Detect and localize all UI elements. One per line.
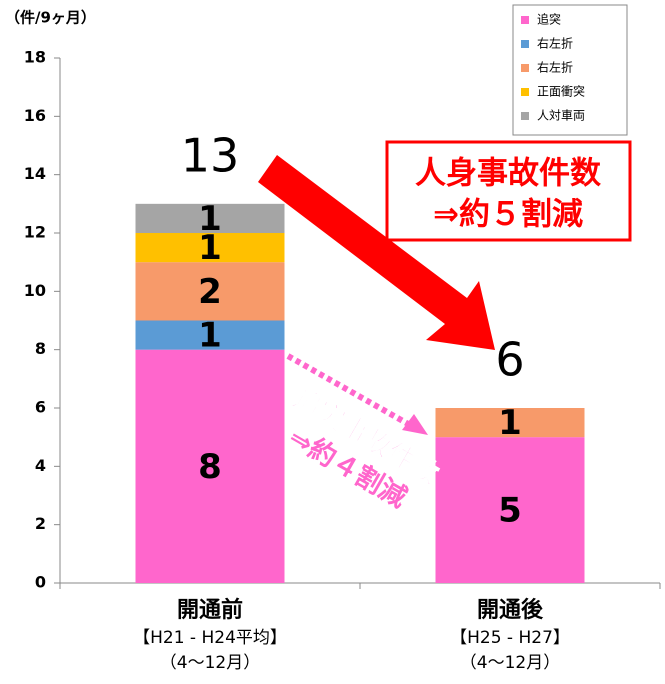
category-months: （4〜12月）: [460, 653, 560, 673]
legend-box: [512, 4, 628, 136]
legend-swatch: [521, 112, 529, 120]
total-arrow: [258, 155, 495, 350]
segment-label: 1: [198, 228, 222, 268]
legend-swatch: [521, 64, 529, 72]
y-tick-label: 16: [24, 106, 46, 125]
rear-annotation: 追突事故件数 ⇒約４割減: [283, 382, 445, 515]
legend-swatch: [521, 40, 529, 48]
total-label: 6: [495, 333, 524, 387]
category-period: 【H25 - H27】: [450, 628, 570, 648]
legend-label: 人対車両: [537, 109, 585, 123]
legend-swatch: [521, 88, 529, 96]
bar-segment: [135, 262, 285, 321]
bar-segment: [135, 320, 285, 350]
y-tick-label: 2: [35, 514, 46, 533]
segment-label: 1: [198, 316, 222, 356]
y-tick-label: 0: [35, 573, 46, 592]
annotation-box: [385, 140, 632, 242]
x-tick-label: 開通前: [177, 597, 243, 623]
legend-swatch: [521, 16, 529, 24]
y-tick-label: 18: [24, 48, 46, 67]
annotation-change: ⇒約５割減: [433, 197, 583, 233]
y-tick-label: 12: [24, 223, 46, 242]
rear-arrow-head: [402, 414, 428, 435]
legend-label: 右左折: [537, 36, 573, 51]
bar-segment: [135, 349, 285, 583]
bar-segment: [135, 203, 285, 233]
segment-label: 5: [498, 491, 522, 531]
y-tick-label: 14: [24, 164, 46, 183]
y-tick-label: 6: [35, 398, 46, 417]
category-months: （4〜12月）: [160, 653, 260, 673]
bar-segment: [435, 437, 585, 583]
y-tick-label: 4: [35, 456, 46, 475]
annotation-title: 人身事故件数: [415, 156, 601, 192]
segment-label: 2: [198, 272, 222, 312]
category-period: 【H21 - H24平均】: [133, 628, 287, 648]
y-tick-label: 10: [24, 281, 46, 300]
bar-segment: [135, 233, 285, 263]
segment-label: 8: [198, 447, 222, 487]
legend-label: 追突: [537, 12, 561, 27]
y-tick-label: 8: [35, 339, 46, 358]
segment-label: 1: [198, 199, 222, 239]
legend-label: 正面衝突: [537, 84, 585, 99]
y-axis-label: （件/9ヶ月）: [5, 9, 96, 27]
total-label: 13: [181, 128, 240, 182]
bar-segment: [435, 408, 585, 438]
legend-label: 右左折: [537, 60, 573, 75]
segment-label: 1: [498, 403, 522, 443]
x-tick-label: 開通後: [477, 597, 544, 623]
